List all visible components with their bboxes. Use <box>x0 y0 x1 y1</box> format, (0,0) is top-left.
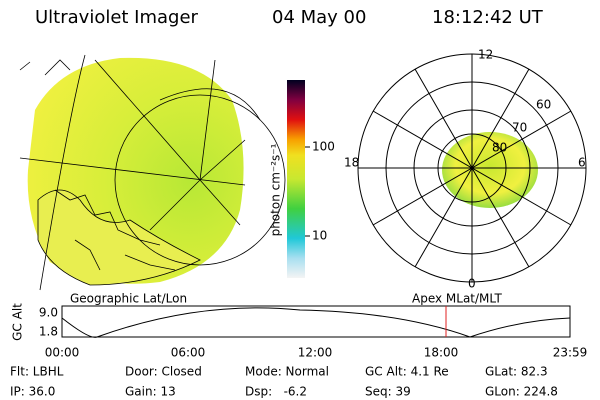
colorbar-tick: 100 <box>312 140 335 154</box>
info-field: GC Alt: 4.1 Re <box>365 365 449 379</box>
info-field: Flt: LBHL <box>10 365 64 379</box>
polar-label: 18 <box>344 156 359 170</box>
x-tick-label: 06:00 <box>171 346 206 360</box>
date: 04 May 00 <box>272 7 366 28</box>
polar-label: 6 <box>578 156 586 170</box>
orbit-title: Geographic Lat/Lon <box>70 292 187 306</box>
orbit-title: Apex MLat/MLT <box>412 292 502 306</box>
latitude-label: 60 <box>536 98 551 112</box>
colorbar-scale <box>287 80 305 278</box>
y-axis-label: GC Alt <box>11 303 25 341</box>
x-tick-label: 12:00 <box>298 346 333 360</box>
colorbar-label: photon cm⁻²s⁻¹ <box>269 143 283 236</box>
x-tick-label: 23:59 <box>553 346 588 360</box>
polar-plot: 12 0 18 6 60 70 80 <box>344 48 587 291</box>
earth-image <box>19 54 286 291</box>
x-tick-label: 18:00 <box>424 346 459 360</box>
y-tick-label: 9.0 <box>39 306 58 320</box>
x-tick-label: 00:00 <box>45 346 80 360</box>
polar-label: 0 <box>468 277 476 291</box>
colorbar-tick: 10 <box>312 229 327 243</box>
info-field: Dsp: -6.2 <box>245 385 307 399</box>
info-panel: Flt: LBHL Door: Closed Mode: Normal GC Alt:… <box>10 365 558 399</box>
polar-label: 12 <box>478 48 493 62</box>
info-field: Mode: Normal <box>245 365 329 379</box>
info-field: IP: 36.0 <box>10 385 55 399</box>
orbit-plot: Geographic Lat/Lon Apex MLat/MLT 9.0 1.8… <box>11 292 588 360</box>
info-field: GLat: 82.3 <box>485 365 548 379</box>
latitude-label: 80 <box>492 141 507 155</box>
y-tick-label: 1.8 <box>39 325 58 339</box>
info-field: GLon: 224.8 <box>485 385 558 399</box>
title: Ultraviolet Imager <box>35 7 199 28</box>
info-field: Gain: 13 <box>125 385 176 399</box>
time: 18:12:42 UT <box>432 7 544 28</box>
colorbar: 100 10 photon cm⁻²s⁻¹ <box>269 80 335 278</box>
info-field: Door: Closed <box>125 365 202 379</box>
info-field: Seq: 39 <box>365 385 411 399</box>
latitude-label: 70 <box>512 121 527 135</box>
header: Ultraviolet Imager 04 May 00 18:12:42 UT <box>35 7 544 28</box>
